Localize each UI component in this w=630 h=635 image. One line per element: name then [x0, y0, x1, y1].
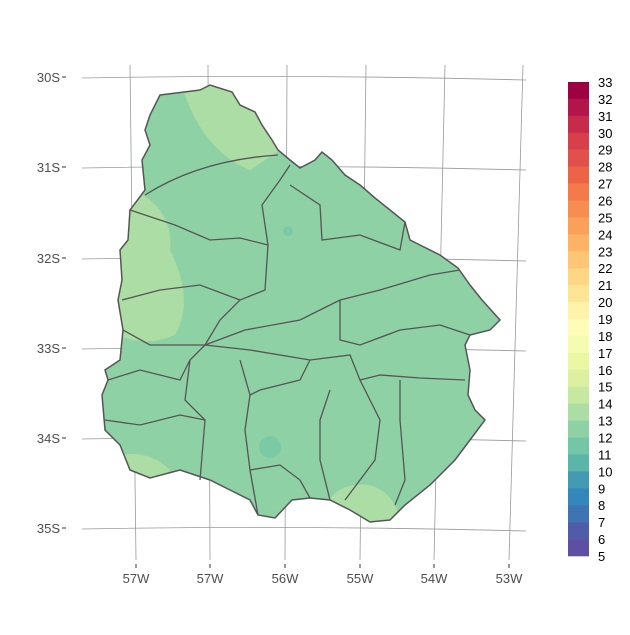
- legend-tick-label: 23: [598, 244, 612, 259]
- legend-swatch: [568, 285, 589, 303]
- department-border: [144, 154, 279, 196]
- x-axis: 57W 57W 56W 55W 54W 53W: [123, 564, 523, 586]
- legend-tick-label: 11: [598, 447, 612, 462]
- legend-swatch: [568, 132, 589, 151]
- legend-tick-label: 27: [598, 177, 612, 192]
- value-region-dark: [283, 226, 293, 236]
- legend-tick-label: 24: [598, 227, 612, 242]
- legend-tick-label: 20: [598, 295, 612, 310]
- legend-tick-label: 29: [598, 143, 612, 158]
- department-border: [394, 380, 406, 506]
- legend-swatch: [568, 82, 589, 100]
- latitude-line: [81, 527, 527, 532]
- legend-tick-label: 14: [598, 397, 612, 412]
- legend-tick-label: 16: [598, 363, 612, 378]
- legend-swatch: [568, 115, 589, 134]
- department-border: [204, 344, 466, 381]
- legend-tick-label: 32: [598, 92, 612, 107]
- legend-swatch: [568, 302, 589, 320]
- legend-tick-label: 22: [598, 261, 612, 276]
- legend-swatch: [568, 149, 589, 167]
- legend-swatch: [568, 420, 589, 438]
- legend-swatch: [568, 98, 589, 117]
- legend-tick-label: 6: [598, 532, 605, 547]
- legend-tick-label: 10: [598, 464, 612, 479]
- department-border: [121, 284, 241, 301]
- legend-swatch: [568, 386, 589, 404]
- legend-swatch: [568, 369, 589, 388]
- legend-swatch: [568, 166, 589, 184]
- department-border: [122, 329, 205, 346]
- department-border: [129, 209, 269, 246]
- x-tick-label: 57W: [123, 571, 150, 586]
- department-border: [249, 464, 311, 499]
- department-border: [184, 359, 206, 481]
- department-borders: [104, 154, 471, 516]
- legend-swatch: [568, 335, 589, 354]
- legend-tick-label: 21: [598, 278, 612, 293]
- x-tick-label: 56W: [272, 571, 299, 586]
- legend-swatch: [568, 471, 589, 489]
- legend-swatch: [568, 539, 589, 557]
- legend-swatch: [568, 488, 589, 506]
- legend-tick-label: 8: [598, 498, 605, 513]
- legend-swatch: [568, 454, 589, 472]
- legend-tick-label: 12: [598, 431, 612, 446]
- value-region-dark: [259, 436, 281, 458]
- legend-tick-label: 28: [598, 160, 612, 175]
- x-tick-label: 54W: [421, 571, 448, 586]
- y-tick-label: 32S: [37, 251, 60, 266]
- legend-swatch: [568, 522, 589, 540]
- legend-swatch: [568, 234, 589, 252]
- department-border: [249, 359, 311, 396]
- department-border: [239, 359, 259, 516]
- department-border: [319, 389, 331, 501]
- latitude-line: [81, 76, 527, 81]
- legend-tick-label: 13: [598, 414, 612, 429]
- legend-tick-label: 30: [598, 126, 612, 141]
- legend-tick-label: 19: [598, 312, 612, 327]
- y-tick-label: 31S: [37, 160, 60, 175]
- department-border: [339, 300, 471, 346]
- department-border: [107, 344, 206, 381]
- legend-tick-label: 33: [598, 75, 612, 90]
- value-region-light: [180, 85, 280, 170]
- uruguay-border: [101, 84, 502, 523]
- legend-swatch: [568, 268, 589, 286]
- legend-tick-label: 5: [598, 549, 605, 564]
- department-border: [104, 414, 206, 426]
- y-axis: 30S 31S 32S 33S 34S 35S: [37, 70, 66, 536]
- legend-tick-label: 9: [598, 481, 605, 496]
- legend-tick-label: 17: [598, 346, 612, 361]
- legend-swatch: [568, 352, 589, 371]
- department-border: [289, 184, 406, 251]
- y-tick-label: 35S: [37, 521, 60, 536]
- x-tick-label: 57W: [197, 571, 224, 586]
- legend-swatch: [568, 319, 589, 337]
- legend-swatch: [568, 183, 589, 201]
- country-map: [101, 84, 502, 523]
- y-tick-label: 34S: [37, 431, 60, 446]
- legend-swatch: [568, 200, 589, 218]
- legend-tick-label: 25: [598, 210, 612, 225]
- legend-swatch: [568, 403, 589, 421]
- y-tick-label: 30S: [37, 70, 60, 85]
- legend-swatch: [568, 437, 589, 455]
- x-tick-label: 53W: [496, 571, 523, 586]
- legend-swatch: [568, 217, 589, 235]
- legend-tick-label: 15: [598, 380, 612, 395]
- legend-tick-label: 31: [598, 109, 612, 124]
- x-tick-label: 55W: [347, 571, 374, 586]
- longitude-line: [508, 64, 524, 561]
- legend-tick-label: 7: [598, 515, 605, 530]
- department-border: [261, 164, 291, 246]
- legend-swatch: [568, 505, 589, 523]
- legend-swatch: [568, 251, 589, 269]
- legend-tick-label: 18: [598, 329, 612, 344]
- y-tick-label: 33S: [37, 341, 60, 356]
- department-border: [344, 379, 381, 501]
- legend-tick-label: 26: [598, 194, 612, 209]
